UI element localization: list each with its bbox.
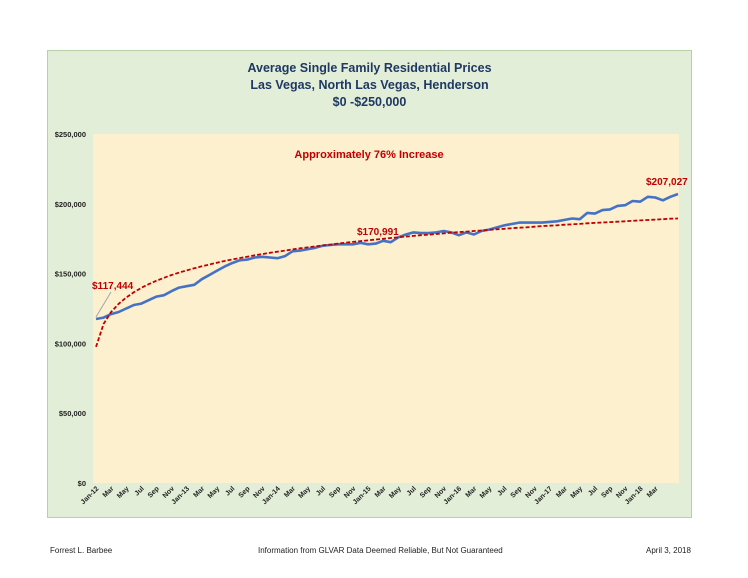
x-tick-label: May <box>116 485 131 500</box>
annotation-mid-value: $170,991 <box>357 227 399 238</box>
y-tick-label: $100,000 <box>55 339 86 348</box>
y-tick-label: $250,000 <box>55 130 86 139</box>
x-tick-label: Mar <box>646 485 660 499</box>
x-tick-label: Jul <box>134 485 146 497</box>
y-tick-label: $50,000 <box>59 409 86 418</box>
series-line-trend <box>95 217 679 348</box>
series-line-actual <box>95 192 679 321</box>
y-tick-label: $0 <box>78 479 86 488</box>
x-tick-label: Sep <box>147 485 161 499</box>
x-tick-label: Jul <box>406 485 418 497</box>
x-tick-label: Sep <box>328 485 342 499</box>
x-tick-label: May <box>207 485 222 500</box>
x-tick-label: Jan-12 <box>80 485 101 506</box>
annotation-end-value: $207,027 <box>646 177 688 188</box>
x-tick-label: May <box>570 485 585 500</box>
x-tick-label: Jul <box>224 485 236 497</box>
x-tick-label: Jul <box>587 485 599 497</box>
x-tick-label: Sep <box>600 485 614 499</box>
annotation-leader-line <box>95 291 112 318</box>
footer-disclaimer: Information from GLVAR Data Deemed Relia… <box>258 546 503 555</box>
x-tick-label: Mar <box>192 485 206 499</box>
x-tick-label: Sep <box>510 485 524 499</box>
x-tick-label: May <box>388 485 403 500</box>
x-tick-label: May <box>479 485 494 500</box>
footer-date: April 3, 2018 <box>646 546 691 555</box>
x-tick-label: May <box>297 485 312 500</box>
x-tick-label: Mar <box>102 485 116 499</box>
x-tick-label: Mar <box>374 485 388 499</box>
x-tick-label: Mar <box>283 485 297 499</box>
chart-title-line-1: Average Single Family Residential Prices <box>247 61 492 75</box>
chart-title-line-3: $0 -$250,000 <box>332 95 407 109</box>
annotation-start-value: $117,444 <box>92 281 134 292</box>
x-tick-label: Sep <box>419 485 433 499</box>
x-tick-label: Jul <box>496 485 508 497</box>
plot-area <box>93 134 679 483</box>
y-tick-label: $150,000 <box>55 270 86 279</box>
x-tick-label: Sep <box>238 485 252 499</box>
x-tick-label: Mar <box>465 485 479 499</box>
footer-author: Forrest L. Barbee <box>50 546 113 555</box>
annotation-increase: Approximately 76% Increase <box>294 149 443 161</box>
x-tick-label: Jul <box>315 485 327 497</box>
chart-title-line-2: Las Vegas, North Las Vegas, Henderson <box>250 78 489 92</box>
y-tick-label: $200,000 <box>55 200 86 209</box>
x-tick-label: Mar <box>555 485 569 499</box>
